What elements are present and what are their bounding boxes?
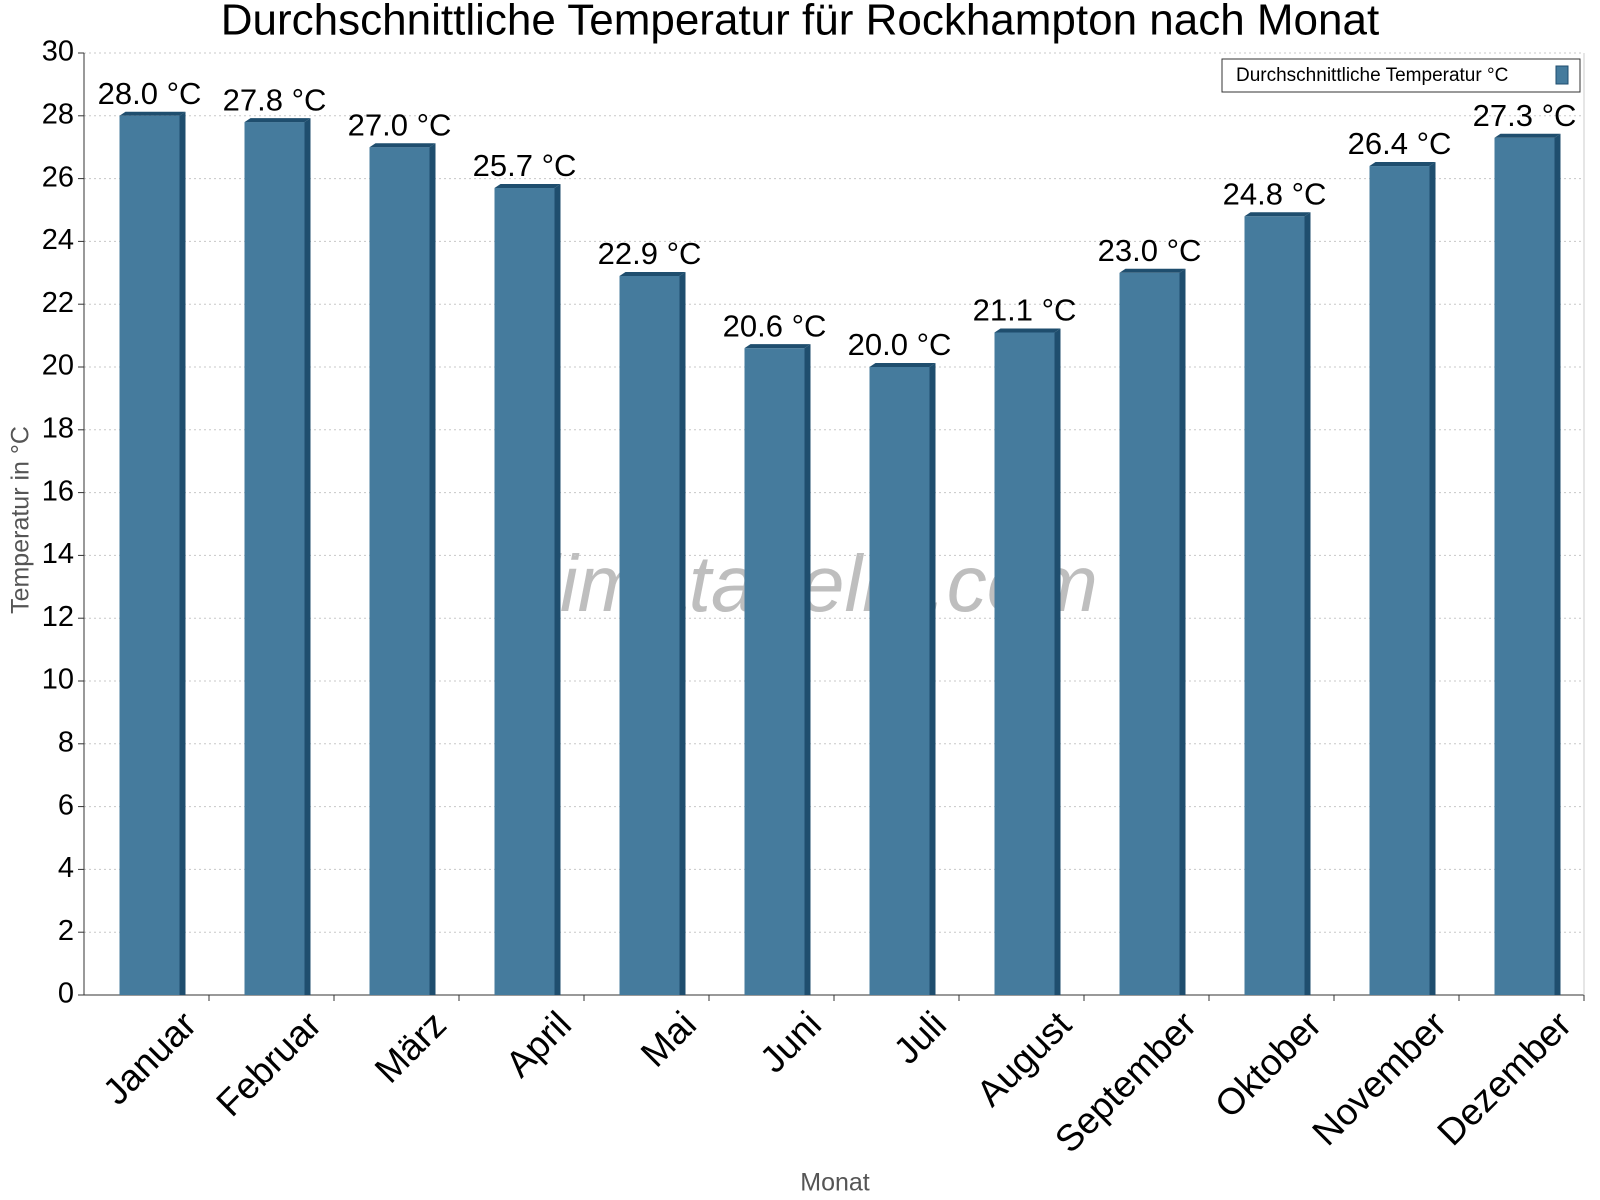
legend-label: Durchschnittliche Temperatur °C (1236, 65, 1508, 86)
bar (1369, 166, 1430, 996)
y-tick-label: 14 (42, 538, 74, 570)
bar-top (494, 184, 561, 189)
bar-side (429, 143, 436, 995)
y-tick-label: 10 (42, 664, 74, 696)
data-label: 27.0 °C (348, 107, 452, 142)
bar-top (744, 344, 811, 349)
bar-top (1244, 212, 1311, 217)
bar-top (1119, 268, 1186, 273)
bar-side (804, 344, 811, 995)
x-axis-title: Monat (800, 1169, 870, 1197)
data-label: 20.6 °C (723, 308, 827, 343)
data-label: 22.9 °C (598, 236, 702, 271)
legend: Durchschnittliche Temperatur °C (1221, 58, 1581, 93)
bar (869, 367, 930, 995)
bar (1119, 272, 1180, 995)
bar (619, 275, 680, 995)
y-tick-label: 20 (42, 350, 74, 382)
data-label: 21.1 °C (973, 293, 1077, 328)
bar-side (1554, 133, 1561, 995)
bar-side (179, 111, 186, 996)
y-tick-label: 12 (42, 601, 74, 633)
bar (1494, 137, 1555, 995)
bar-side (679, 271, 686, 995)
bar-top (119, 111, 186, 116)
bar-top (1494, 133, 1561, 138)
y-tick-label: 4 (58, 852, 74, 884)
data-label: 25.7 °C (473, 148, 577, 183)
bar-side (304, 118, 311, 995)
bar-side (929, 363, 936, 995)
bar (994, 332, 1055, 996)
chart-title: Durchschnittliche Temperatur für Rockham… (221, 0, 1379, 45)
y-tick-label: 16 (42, 475, 74, 507)
bar (244, 122, 305, 995)
y-tick-label: 24 (42, 224, 74, 256)
bar (1244, 216, 1305, 995)
y-tick-label: 26 (42, 161, 74, 193)
y-tick-label: 2 (58, 915, 74, 947)
data-label: 28.0 °C (98, 76, 202, 111)
bar-top (869, 363, 936, 367)
bar-top (994, 328, 1061, 333)
y-axis-title: Temperatur in °C (7, 426, 35, 614)
bar (369, 147, 430, 995)
bar-side (554, 184, 561, 995)
bar-side (1179, 268, 1186, 995)
y-tick-label: 6 (58, 789, 74, 821)
legend-swatch (1555, 65, 1569, 85)
data-label: 27.8 °C (223, 82, 327, 117)
bar-side (1304, 212, 1311, 995)
bar (744, 348, 805, 995)
bar-top (244, 118, 311, 123)
data-label: 27.3 °C (1473, 98, 1577, 133)
bar-top (1369, 162, 1436, 167)
y-tick-label: 8 (58, 726, 74, 758)
bar-side (1429, 162, 1436, 996)
y-tick-label: 22 (42, 287, 74, 319)
data-label: 26.4 °C (1348, 126, 1452, 161)
y-tick-label: 28 (42, 98, 74, 130)
data-label: 23.0 °C (1098, 233, 1202, 268)
bar-side (1054, 328, 1061, 996)
legend-box (1221, 58, 1581, 93)
data-label: 24.8 °C (1223, 176, 1327, 211)
y-tick-label: 18 (42, 412, 74, 444)
bar (119, 115, 180, 996)
y-tick-label: 30 (42, 36, 74, 68)
y-tick-label: 0 (58, 978, 74, 1010)
bar (494, 188, 555, 995)
bar-top (369, 143, 436, 148)
bar-top (619, 271, 686, 276)
data-label: 20.0 °C (848, 327, 952, 362)
